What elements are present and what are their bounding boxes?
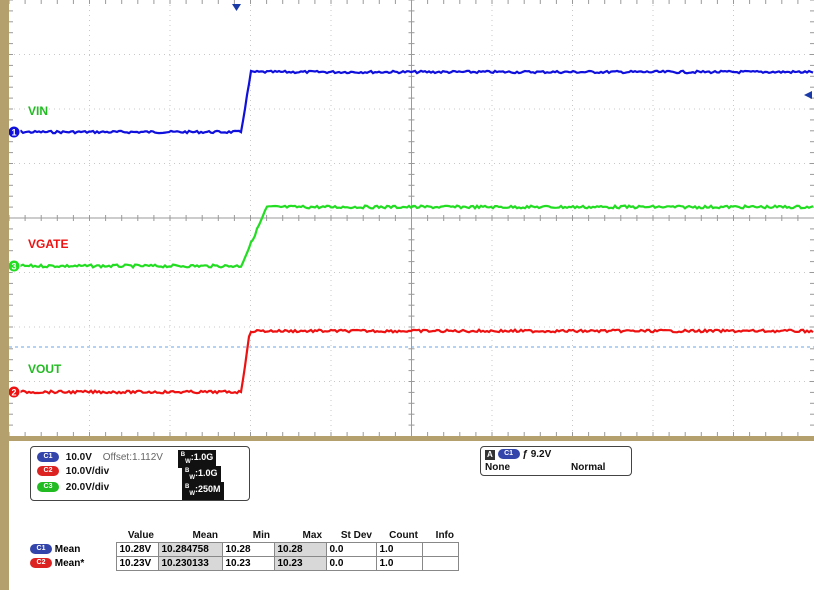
channel-row-c3[interactable]: C3 20.0V/div BW:250M [37, 482, 224, 500]
measurements-table: Value Mean Min Max St Dev Count Info C1 … [30, 529, 459, 571]
channel-row-c1[interactable]: C1 10.0V Offset:1.112V BW:1.0G [37, 450, 217, 468]
channel-scale-c1: 10.0V [65, 452, 92, 463]
channel-offset-c1: Offset:1.112V [102, 452, 163, 463]
channel-row-c2[interactable]: C2 10.0V/div BW:1.0G [37, 466, 221, 484]
measurements-header: Value Mean Min Max St Dev Count Info [30, 529, 458, 543]
bandwidth-badge-c2: BW:1.0G [182, 466, 221, 484]
ground-marker-2[interactable] [9, 385, 21, 399]
meas-mean-c2: 10.230133 [157, 556, 223, 571]
meas-count-c1: 1.0 [375, 542, 423, 557]
trigger-position-marker[interactable] [232, 4, 241, 11]
meas-min-c1: 10.28 [221, 542, 275, 557]
trace-label-vin: VIN [28, 104, 48, 118]
trigger-level-marker[interactable] [804, 91, 812, 99]
meas-max-c2: 10.23 [273, 556, 327, 571]
col-count: Count [389, 530, 418, 541]
meas-min-c2: 10.23 [221, 556, 275, 571]
measurement-row-c1[interactable]: C1 Mean 10.28V 10.284758 10.28 10.28 0.0… [30, 542, 459, 557]
meas-name-c2: Mean* [54, 558, 85, 569]
meas-chip-c1[interactable]: C1 [30, 544, 52, 555]
ground-marker-label-1: 1 [11, 128, 16, 138]
col-max: Max [302, 530, 322, 541]
channel-scale-c2: 10.0V/div [65, 466, 110, 477]
meas-stdev-c2: 0.0 [325, 556, 377, 571]
measurement-row-c2[interactable]: C2 Mean* 10.23V 10.230133 10.23 10.23 0.… [30, 556, 459, 571]
ground-marker-label-2: 2 [11, 388, 16, 398]
meas-value-c2: 10.23V [115, 556, 159, 571]
col-value: Value [127, 530, 154, 541]
trace-label-vout: VOUT [28, 362, 62, 376]
trace-labels: VIN VGATE VOUT [28, 104, 68, 376]
trigger-settings-box[interactable]: A C1 ƒ 9.2V None Normal [480, 446, 632, 476]
rising-edge-icon: ƒ [522, 449, 528, 460]
scope-grid [9, 0, 814, 436]
ground-marker-label-3: 3 [11, 262, 16, 272]
scope-traces [9, 69, 814, 395]
left-edge-bar [0, 0, 9, 590]
trace-label-vgate: VGATE [28, 237, 68, 251]
ground-marker-3[interactable] [9, 259, 21, 273]
bottom-edge-bar [0, 436, 814, 441]
meas-info-c1 [421, 542, 459, 557]
meas-chip-c2[interactable]: C2 [30, 558, 52, 569]
trace-vout [9, 328, 814, 395]
channel-markers[interactable]: 1 3 2 [9, 125, 21, 399]
meas-mean-c1: 10.284758 [157, 542, 223, 557]
meas-max-c1: 10.28 [273, 542, 327, 557]
trigger-a-badge: A [485, 450, 495, 460]
meas-value-c1: 10.28V [115, 542, 159, 557]
meas-name-c1: Mean [54, 544, 81, 555]
trigger-coupling: None [485, 462, 510, 473]
col-stdev: St Dev [340, 530, 372, 541]
channel-settings-box[interactable]: C1 10.0V Offset:1.112V BW:1.0G C2 10.0V/… [30, 446, 250, 501]
trigger-source-chip[interactable]: C1 [497, 449, 520, 460]
trace-vgate [9, 204, 814, 270]
trigger-mode: Normal [571, 462, 606, 473]
meas-stdev-c1: 0.0 [325, 542, 377, 557]
channel-scale-c3: 20.0V/div [65, 482, 110, 493]
meas-info-c2 [421, 556, 459, 571]
bandwidth-badge-c3: BW:250M [182, 482, 224, 500]
trigger-level: 9.2V [530, 449, 552, 460]
meas-count-c2: 1.0 [375, 556, 423, 571]
bandwidth-badge-c1: BW:1.0G [177, 450, 217, 468]
channel-chip-c3[interactable]: C3 [37, 482, 59, 493]
col-info: Info [435, 530, 454, 541]
scope-display[interactable]: 1 3 2 VIN VGATE VOUT [9, 0, 814, 436]
ground-marker-1[interactable] [9, 125, 21, 139]
trace-vin [9, 69, 814, 135]
channel-chip-c1[interactable]: C1 [37, 452, 59, 463]
col-mean: Mean [192, 530, 218, 541]
col-min: Min [252, 530, 270, 541]
channel-chip-c2[interactable]: C2 [37, 466, 59, 477]
